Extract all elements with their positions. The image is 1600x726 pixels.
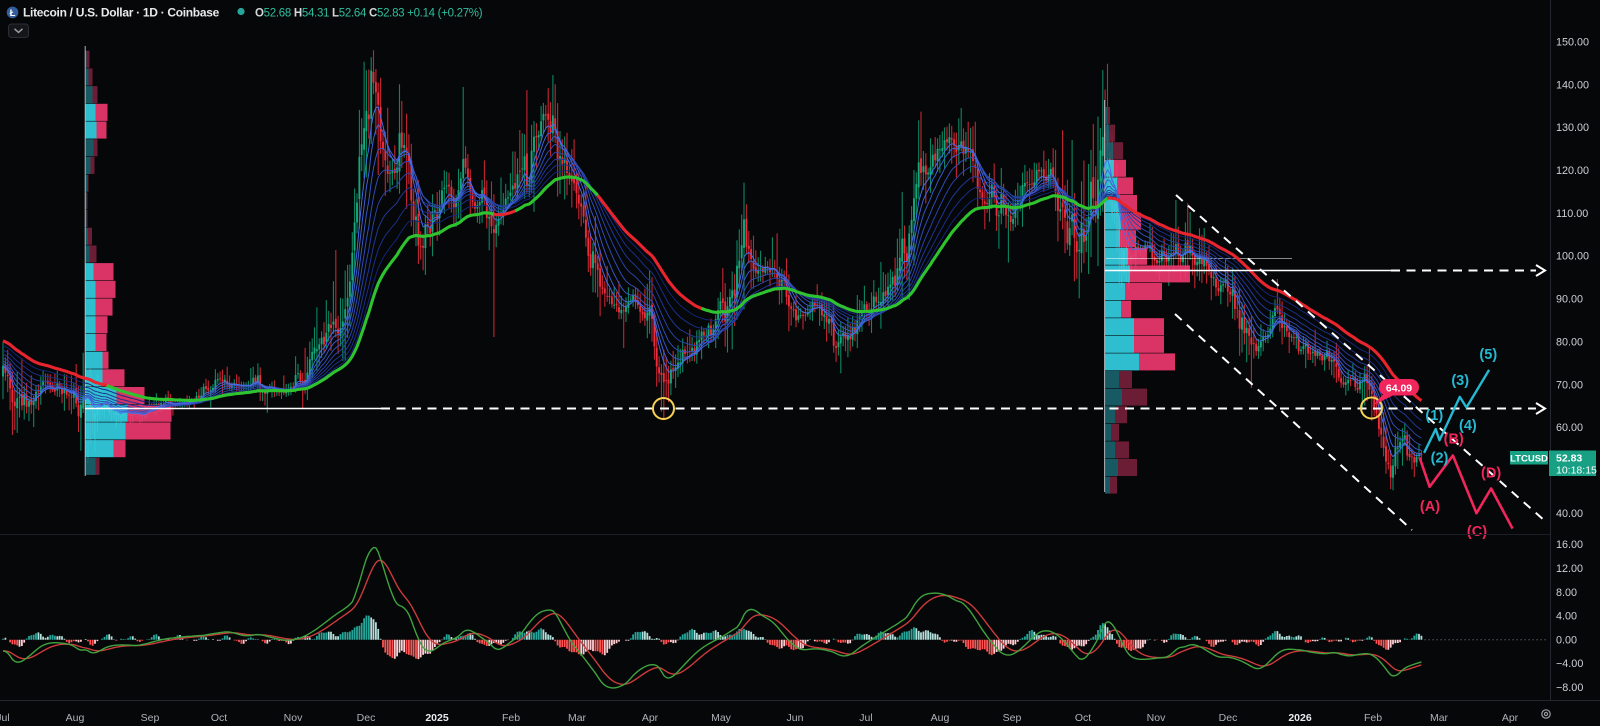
- svg-text:Jun: Jun: [787, 712, 804, 724]
- svg-text:Jul: Jul: [859, 712, 872, 724]
- svg-text:(B): (B): [1444, 432, 1464, 448]
- svg-text:Nov: Nov: [1147, 712, 1166, 724]
- svg-text:16.00: 16.00: [1556, 539, 1583, 551]
- svg-text:130.00: 130.00: [1556, 122, 1589, 134]
- svg-text:Apr: Apr: [1502, 712, 1519, 724]
- svg-text:Aug: Aug: [931, 712, 950, 724]
- svg-text:150.00: 150.00: [1556, 36, 1589, 48]
- svg-text:O52.68 H54.31 L52.64 C52.83 +0: O52.68 H54.31 L52.64 C52.83 +0.14 (+0.27…: [255, 8, 483, 20]
- svg-text:12.00: 12.00: [1556, 563, 1583, 575]
- svg-text:52.83: 52.83: [1556, 453, 1582, 465]
- svg-text:110.00: 110.00: [1556, 208, 1588, 220]
- svg-text:Oct: Oct: [1075, 712, 1091, 724]
- svg-text:Feb: Feb: [1364, 712, 1382, 724]
- svg-text:(A): (A): [1420, 499, 1440, 515]
- svg-text:90.00: 90.00: [1556, 294, 1583, 306]
- svg-text:LTCUSD: LTCUSD: [1510, 454, 1548, 465]
- svg-text:8.00: 8.00: [1556, 587, 1577, 599]
- svg-text:2025: 2025: [425, 712, 449, 724]
- svg-text:Sep: Sep: [141, 712, 160, 724]
- svg-text:(D): (D): [1481, 466, 1501, 482]
- svg-text:Feb: Feb: [502, 712, 520, 724]
- svg-text:70.00: 70.00: [1556, 379, 1583, 391]
- svg-text:(4): (4): [1459, 418, 1477, 434]
- svg-text:80.00: 80.00: [1556, 336, 1583, 348]
- svg-text:Mar: Mar: [1430, 712, 1449, 724]
- svg-text:Oct: Oct: [211, 712, 227, 724]
- svg-text:Apr: Apr: [642, 712, 659, 724]
- svg-text:(2): (2): [1431, 450, 1449, 466]
- svg-text:140.00: 140.00: [1556, 79, 1589, 91]
- svg-text:Dec: Dec: [1219, 712, 1238, 724]
- svg-text:May: May: [711, 712, 732, 724]
- svg-text:0.00: 0.00: [1556, 634, 1577, 646]
- svg-text:64.09: 64.09: [1386, 382, 1412, 394]
- svg-text:4.00: 4.00: [1556, 611, 1577, 623]
- svg-text:Ł: Ł: [10, 8, 16, 19]
- svg-text:(1): (1): [1425, 408, 1443, 424]
- svg-text:Mar: Mar: [568, 712, 587, 724]
- svg-text:2026: 2026: [1288, 712, 1312, 724]
- svg-text:(3): (3): [1451, 373, 1469, 389]
- svg-text:Litecoin / U.S. Dollar · 1D ·: Litecoin / U.S. Dollar · 1D · Coinbase: [23, 6, 220, 20]
- svg-text:Sep: Sep: [1003, 712, 1022, 724]
- svg-text:Nov: Nov: [284, 712, 303, 724]
- svg-text:100.00: 100.00: [1556, 251, 1589, 263]
- svg-text:60.00: 60.00: [1556, 422, 1583, 434]
- svg-text:Jul: Jul: [0, 712, 10, 724]
- svg-text:10:18:15: 10:18:15: [1556, 465, 1597, 477]
- svg-text:Dec: Dec: [357, 712, 376, 724]
- svg-text:Aug: Aug: [66, 712, 85, 724]
- svg-text:−4.00: −4.00: [1556, 658, 1583, 670]
- svg-text:40.00: 40.00: [1556, 508, 1583, 520]
- svg-text:(C): (C): [1467, 524, 1487, 540]
- svg-text:(5): (5): [1479, 347, 1497, 363]
- svg-text:120.00: 120.00: [1556, 165, 1589, 177]
- svg-text:−8.00: −8.00: [1556, 682, 1583, 694]
